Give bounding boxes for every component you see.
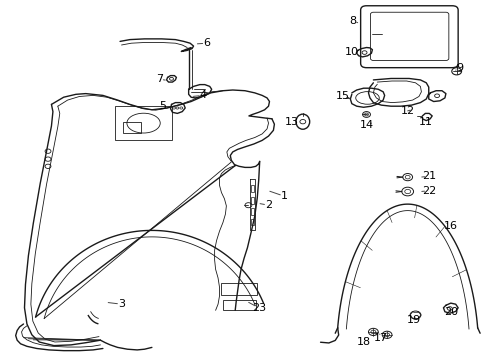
Text: 9: 9 [456,63,463,73]
Text: 16: 16 [444,221,458,231]
Text: 21: 21 [422,171,436,181]
Text: 10: 10 [345,47,359,57]
Text: 19: 19 [407,315,421,325]
Text: 7: 7 [156,74,163,84]
Text: 18: 18 [357,337,370,347]
Text: 22: 22 [421,186,436,196]
Text: 4: 4 [200,90,207,100]
Text: 13: 13 [285,117,298,127]
Text: 12: 12 [401,106,415,116]
Text: 20: 20 [444,307,458,318]
Text: 6: 6 [203,38,210,48]
Text: 3: 3 [118,299,125,309]
Text: 1: 1 [281,191,288,201]
Text: 15: 15 [336,91,350,102]
Text: 14: 14 [360,120,373,130]
Text: 23: 23 [252,303,266,313]
Text: 17: 17 [374,333,388,343]
Text: 2: 2 [265,200,272,210]
Text: 11: 11 [419,117,433,127]
Text: 5: 5 [159,101,166,111]
Text: 8: 8 [349,16,356,26]
